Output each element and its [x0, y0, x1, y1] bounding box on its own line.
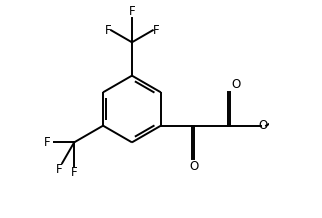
- Text: F: F: [105, 24, 111, 37]
- Text: F: F: [153, 24, 159, 37]
- Text: F: F: [55, 163, 62, 176]
- Text: F: F: [43, 136, 50, 149]
- Text: F: F: [128, 5, 135, 18]
- Text: O: O: [259, 119, 268, 132]
- Text: F: F: [71, 166, 78, 179]
- Text: O: O: [231, 78, 240, 91]
- Text: O: O: [190, 160, 199, 173]
